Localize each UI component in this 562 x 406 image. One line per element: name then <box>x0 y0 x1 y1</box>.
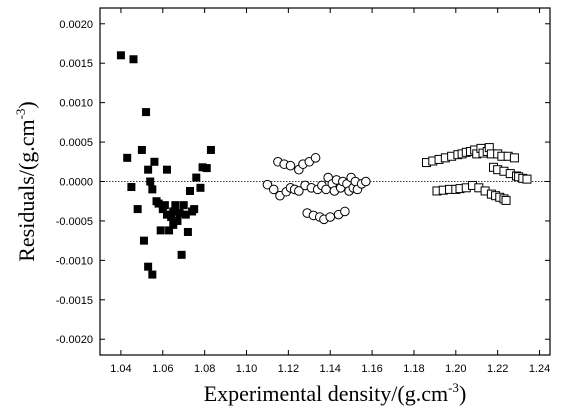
x-axis-title: Experimental density/(g.cm-3) <box>204 380 467 406</box>
x-tick-label: 1.20 <box>445 363 466 375</box>
y-axis-title-close: ) <box>14 101 39 108</box>
filled-square-point <box>142 108 151 117</box>
y-tick-label: 0.0015 <box>59 58 93 70</box>
filled-square-point <box>144 262 153 271</box>
series-open-circle <box>262 153 371 225</box>
x-tick-label: 1.04 <box>110 363 131 375</box>
series-open-square <box>422 143 532 205</box>
filled-square-point <box>146 177 155 186</box>
filled-square-point <box>196 183 205 192</box>
filled-square-point <box>156 226 165 235</box>
open-circle-point <box>310 153 321 163</box>
filled-square-point <box>150 157 159 166</box>
open-circle-point <box>262 179 273 190</box>
filled-square-point <box>137 145 146 154</box>
filled-square-point <box>171 201 180 210</box>
filled-square-point <box>179 201 188 210</box>
filled-square-point <box>129 55 138 64</box>
x-tick-label: 1.24 <box>529 363 550 375</box>
y-tick-label: -0.0005 <box>56 216 93 228</box>
y-axis-title-sup: -3 <box>13 109 28 120</box>
filled-square-point <box>186 186 194 195</box>
x-tick-label: 1.08 <box>194 363 215 375</box>
filled-square-point <box>190 205 199 214</box>
filled-square-point <box>206 145 215 154</box>
x-axis-ticks: 1.04 1.06 1.08 1.10 1.12 1.14 1.16 1.18 1.20 1.22… <box>110 8 550 375</box>
y-axis-title-main: Residuals/(g.cm <box>14 119 39 261</box>
open-circle-point <box>340 206 350 217</box>
open-circle-point <box>325 212 336 222</box>
open-square-point <box>509 153 519 163</box>
filled-square-point <box>167 212 176 221</box>
y-axis-ticks: -0.0020 -0.0015 -0.0010 -0.0005 0.0000 0.0005… <box>56 19 550 346</box>
filled-square-point <box>175 209 184 218</box>
filled-square-point <box>165 226 174 235</box>
filled-square-point <box>123 153 132 162</box>
filled-square-point <box>173 216 182 225</box>
filled-square-point <box>162 165 171 174</box>
x-axis-title-main: Experimental density/(g.cm <box>204 381 448 406</box>
filled-square-point <box>169 220 178 229</box>
filled-square-point <box>127 183 136 192</box>
filled-square-point <box>192 173 201 182</box>
open-circle-point <box>268 184 279 195</box>
y-tick-label: -0.0015 <box>56 295 93 307</box>
x-tick-label: 1.06 <box>152 363 173 375</box>
y-tick-label: 0.0010 <box>59 98 93 110</box>
x-tick-label: 1.14 <box>320 363 341 375</box>
x-tick-label: 1.12 <box>278 363 299 375</box>
filled-square-point <box>177 250 186 259</box>
filled-square-point <box>148 270 157 279</box>
x-tick-label: 1.18 <box>403 363 424 375</box>
x-axis-title-sup: -3 <box>448 380 459 395</box>
y-tick-label: -0.0020 <box>56 334 93 346</box>
filled-square-point <box>133 205 142 214</box>
open-circle-point <box>361 176 371 187</box>
filled-square-point <box>116 51 125 60</box>
x-axis-title-close: ) <box>459 381 466 406</box>
filled-square-point <box>154 199 163 208</box>
data-points <box>116 51 532 279</box>
filled-square-point <box>183 227 192 236</box>
filled-square-point <box>148 185 157 194</box>
open-circle-point <box>285 160 296 171</box>
filled-square-point <box>144 165 153 174</box>
open-circle-point <box>294 186 304 196</box>
filled-square-point <box>162 210 171 219</box>
filled-square-point <box>169 207 178 216</box>
y-tick-label: -0.0010 <box>56 255 93 267</box>
filled-square-point <box>181 210 190 219</box>
filled-square-point <box>160 201 169 210</box>
filled-square-point <box>198 163 207 172</box>
x-tick-label: 1.16 <box>361 363 382 375</box>
y-tick-label: 0.0020 <box>59 19 93 31</box>
x-tick-label: 1.10 <box>236 363 257 375</box>
y-tick-label: 0.0005 <box>59 137 93 149</box>
filled-square-point <box>202 164 211 173</box>
filled-square-point <box>139 236 148 245</box>
open-square-point <box>501 195 511 205</box>
series-filled-square <box>116 51 215 279</box>
y-tick-label: 0.0000 <box>59 177 93 189</box>
y-axis-title: Residuals/(g.cm-3) <box>13 101 39 262</box>
x-tick-label: 1.22 <box>487 363 508 375</box>
open-square-point <box>522 174 532 184</box>
